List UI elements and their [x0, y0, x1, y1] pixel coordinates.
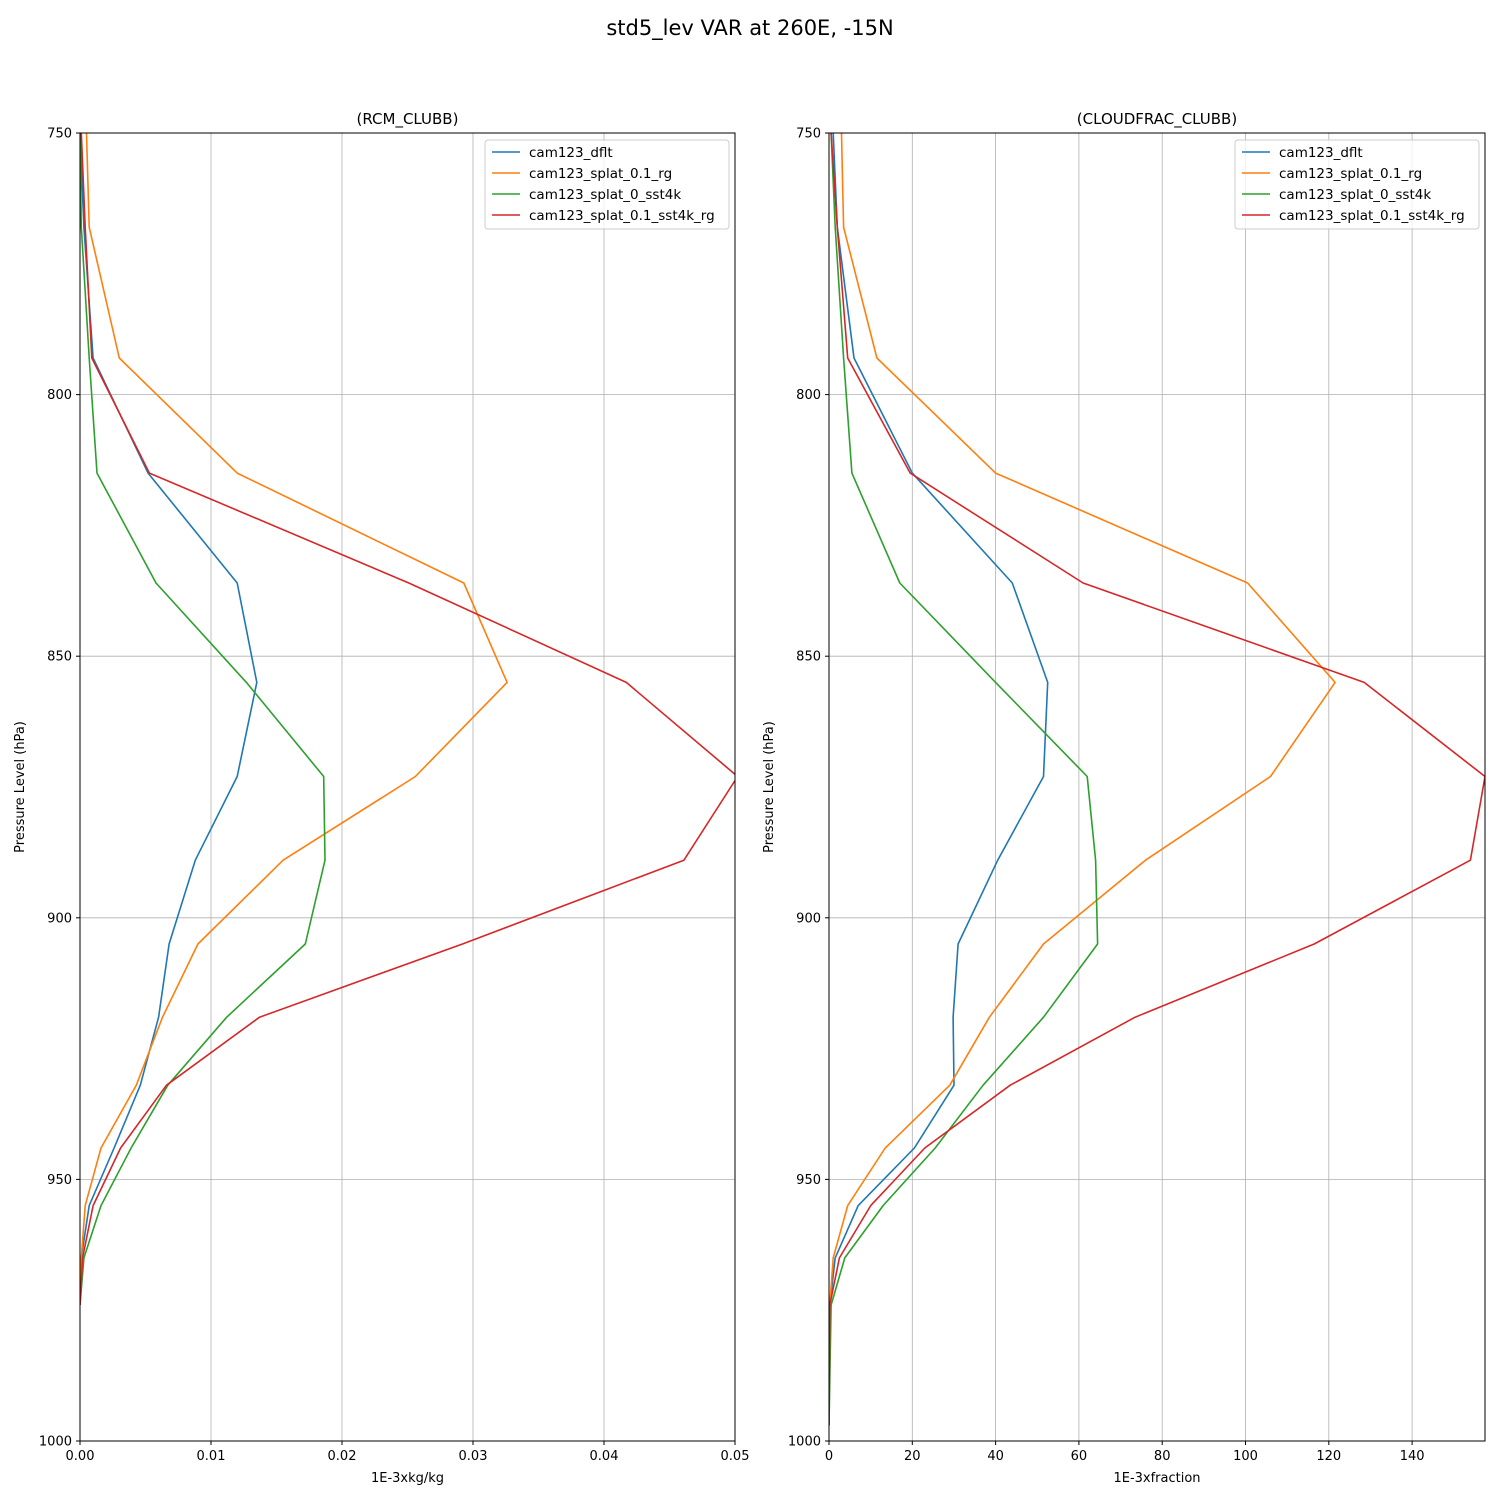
legend-box [484, 139, 730, 230]
legend-label-cam123_splat_0_sst4k: cam123_splat_0_sst4k [1279, 187, 1431, 203]
y-tick-label: 1000 [39, 1435, 72, 1450]
x-tick-label: 140 [1400, 1449, 1425, 1464]
y-axis-label: Pressure Level (hPa) [13, 721, 28, 853]
x-axis-label: 1E-3xkg/kg [371, 1471, 444, 1486]
series-line-cam123_splat_0_sst4k [829, 133, 1099, 1426]
panel-title: (RCM_CLUBB) [357, 110, 459, 129]
series-line-cam123_dflt [80, 133, 258, 1306]
y-tick-label: 900 [796, 911, 821, 926]
y-tick-label: 850 [796, 650, 821, 665]
x-tick-label: 0.05 [721, 1449, 750, 1464]
legend-label-cam123_splat_0_sst4k: cam123_splat_0_sst4k [529, 187, 681, 203]
x-tick-label: 0.03 [459, 1449, 488, 1464]
y-tick-label: 950 [796, 1173, 821, 1188]
y-tick-label: 950 [47, 1173, 72, 1188]
panel-2: 0 20 40 60 80 100 120 140 750 800 850 900 950 1000 (CL… [762, 110, 1486, 1486]
y-tick-label: 1000 [788, 1435, 821, 1450]
y-tick-label: 800 [796, 388, 821, 403]
x-tick-label: 80 [1154, 1449, 1171, 1464]
y-tick-label: 750 [47, 127, 72, 142]
axes-frame [828, 132, 1486, 1442]
panel-title: (CLOUDFRAC_CLUBB) [1077, 110, 1237, 129]
legend-label-cam123_splat_0.1_rg: cam123_splat_0.1_rg [1279, 166, 1422, 182]
y-axis-label: Pressure Level (hPa) [762, 721, 777, 853]
x-tick-label: 0.04 [590, 1449, 619, 1464]
y-tick-label: 750 [796, 127, 821, 142]
legend-label-cam123_splat_0.1_sst4k_rg: cam123_splat_0.1_sst4k_rg [1279, 208, 1465, 224]
y-tick-label: 800 [47, 388, 72, 403]
x-tick-label: 0.02 [328, 1449, 357, 1464]
y-tick-label: 850 [47, 650, 72, 665]
legend-box [1234, 139, 1480, 230]
series-line-cam123_splat_0_sst4k [80, 133, 326, 1306]
x-tick-label: 0.00 [66, 1449, 95, 1464]
series-line-cam123_splat_0.1_sst4k_rg [80, 133, 735, 1306]
panel-1: 0.00 0.01 0.02 0.03 0.04 0.05 750 800 850 900 950 1… [13, 110, 749, 1486]
series-line-cam123_splat_0.1_sst4k_rg [829, 133, 1485, 1426]
x-tick-label: 100 [1233, 1449, 1258, 1464]
x-tick-label: 120 [1316, 1449, 1341, 1464]
legend: cam123_dflt cam123_splat_0.1_rg cam123_spl… [484, 139, 730, 230]
series-line-cam123_splat_0.1_rg [80, 133, 508, 1306]
series-line-cam123_splat_0.1_rg [829, 133, 1336, 1426]
y-tick-label: 900 [47, 911, 72, 926]
x-tick-label: 60 [1071, 1449, 1088, 1464]
legend-label-cam123_dflt: cam123_dflt [529, 145, 613, 161]
series-line-cam123_dflt [829, 133, 1049, 1426]
x-tick-label: 20 [904, 1449, 921, 1464]
legend-label-cam123_dflt: cam123_dflt [1279, 145, 1363, 161]
x-tick-label: 0.01 [197, 1449, 226, 1464]
x-tick-label: 0 [825, 1449, 833, 1464]
x-tick-label: 40 [987, 1449, 1004, 1464]
legend: cam123_dflt cam123_splat_0.1_rg cam123_spl… [1234, 139, 1480, 230]
x-axis-label: 1E-3xfraction [1113, 1471, 1200, 1486]
axes-frame [79, 132, 736, 1442]
legend-label-cam123_splat_0.1_sst4k_rg: cam123_splat_0.1_sst4k_rg [529, 208, 715, 224]
figure-title: std5_lev VAR at 260E, -15N [606, 16, 894, 40]
legend-label-cam123_splat_0.1_rg: cam123_splat_0.1_rg [529, 166, 672, 182]
